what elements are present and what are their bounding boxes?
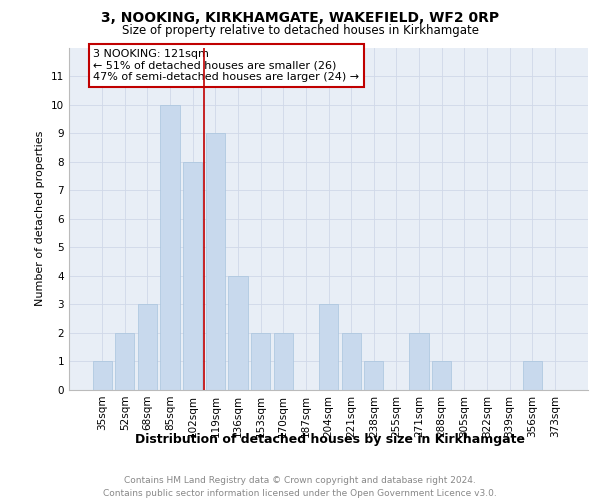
Bar [523,362,542,390]
Text: Contains HM Land Registry data © Crown copyright and database right 2024.
Contai: Contains HM Land Registry data © Crown c… [103,476,497,498]
Bar [229,276,248,390]
Bar [432,362,451,390]
Bar [160,104,180,390]
Bar [319,304,338,390]
Bar [92,362,112,390]
Bar [409,333,428,390]
Bar [206,133,225,390]
Y-axis label: Number of detached properties: Number of detached properties [35,131,46,306]
Text: 3 NOOKING: 121sqm
← 51% of detached houses are smaller (26)
47% of semi-detached: 3 NOOKING: 121sqm ← 51% of detached hous… [93,49,359,82]
Bar [274,333,293,390]
Bar [138,304,157,390]
Bar [364,362,383,390]
Bar [115,333,134,390]
Text: 3, NOOKING, KIRKHAMGATE, WAKEFIELD, WF2 0RP: 3, NOOKING, KIRKHAMGATE, WAKEFIELD, WF2 … [101,12,499,26]
Bar [183,162,202,390]
Bar [341,333,361,390]
Text: Size of property relative to detached houses in Kirkhamgate: Size of property relative to detached ho… [121,24,479,37]
Bar [251,333,270,390]
Text: Distribution of detached houses by size in Kirkhamgate: Distribution of detached houses by size … [135,432,525,446]
